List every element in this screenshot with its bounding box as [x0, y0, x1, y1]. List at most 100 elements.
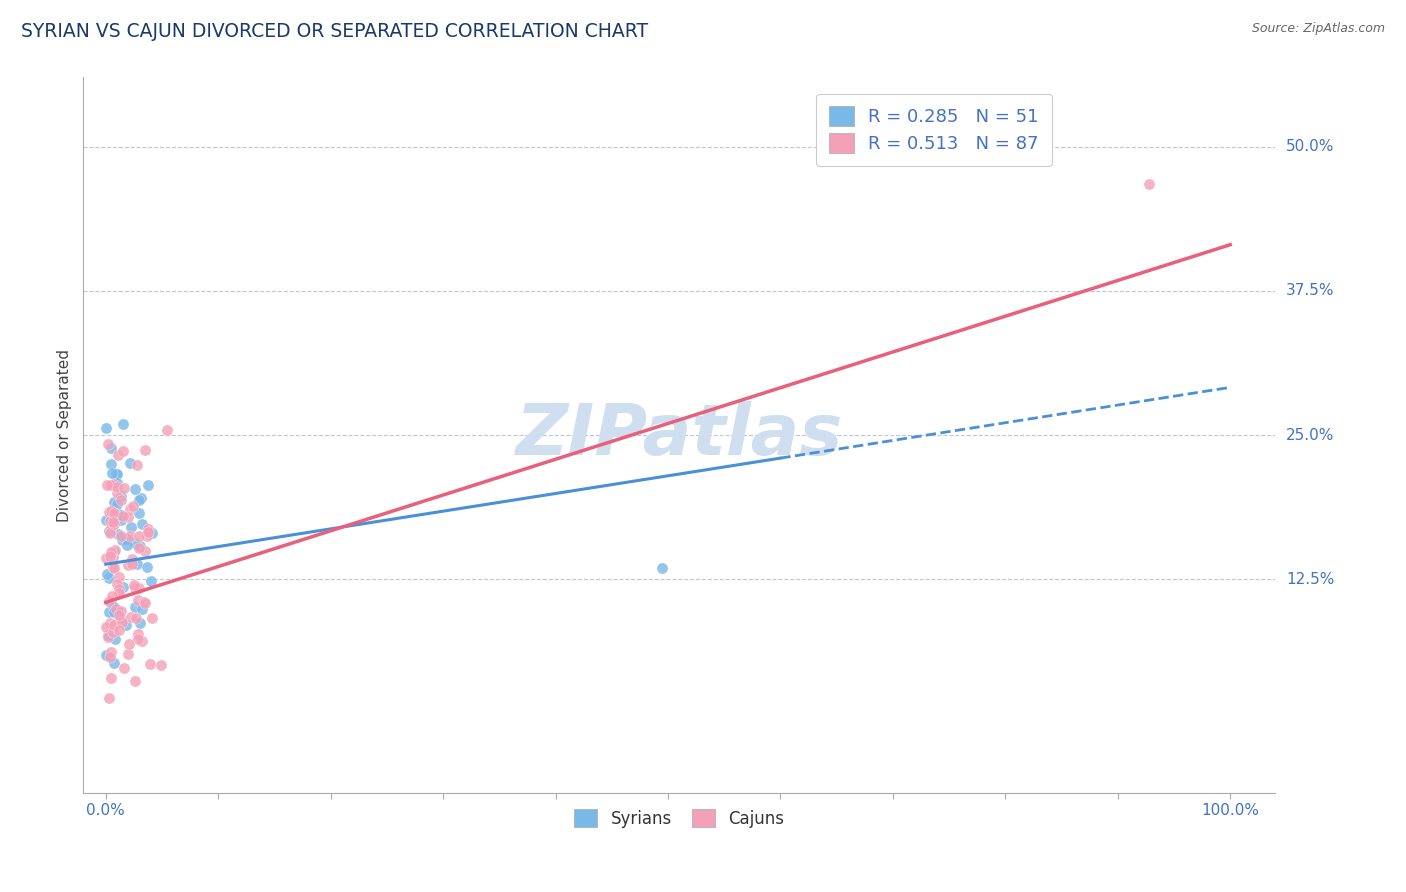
- Text: 37.5%: 37.5%: [1286, 284, 1334, 298]
- Legend: Syrians, Cajuns: Syrians, Cajuns: [567, 803, 792, 834]
- Point: [101, 625, 124, 640]
- Point: [103, 605, 125, 619]
- Point: [100, 441, 122, 455]
- Point: [98, 505, 121, 519]
- Point: [103, 506, 125, 520]
- Point: [103, 618, 125, 632]
- Point: [100, 457, 122, 471]
- Point: [98, 615, 121, 630]
- Point: [112, 481, 135, 495]
- Point: [100, 545, 122, 559]
- Point: [100, 672, 122, 686]
- Point: [96, 477, 118, 491]
- Text: ZIPatlas: ZIPatlas: [516, 401, 844, 469]
- Point: [107, 527, 129, 541]
- Point: [108, 607, 131, 622]
- Point: [100, 645, 122, 659]
- Point: [98, 525, 121, 540]
- Point: [98, 524, 121, 539]
- Point: [101, 549, 124, 564]
- Point: [103, 515, 125, 529]
- Point: [125, 557, 148, 571]
- Point: [94, 550, 117, 565]
- Point: [97, 628, 120, 642]
- Point: [128, 541, 150, 555]
- Point: [100, 596, 122, 610]
- Point: [98, 690, 121, 705]
- Point: [97, 594, 120, 608]
- Point: [128, 529, 150, 543]
- Point: [125, 611, 148, 625]
- Point: [97, 436, 120, 450]
- Point: [103, 599, 125, 614]
- Y-axis label: Divorced or Separated: Divorced or Separated: [58, 349, 72, 522]
- Point: [112, 444, 135, 458]
- Point: [117, 648, 139, 662]
- Point: [105, 497, 128, 511]
- Point: [97, 630, 120, 644]
- Point: [117, 538, 139, 552]
- Point: [105, 467, 128, 482]
- Point: [105, 476, 128, 491]
- Point: [156, 423, 179, 437]
- Point: [98, 605, 121, 619]
- Point: [103, 506, 125, 520]
- Point: [105, 602, 128, 616]
- Point: [127, 627, 149, 641]
- Point: [127, 632, 149, 647]
- Point: [120, 529, 142, 543]
- Point: [104, 542, 127, 557]
- Point: [651, 560, 673, 574]
- Point: [121, 551, 143, 566]
- Point: [100, 504, 122, 518]
- Point: [131, 634, 153, 648]
- Point: [103, 494, 125, 508]
- Point: [127, 593, 149, 607]
- Point: [129, 539, 152, 553]
- Point: [111, 508, 134, 523]
- Point: [125, 458, 148, 472]
- Point: [121, 557, 143, 571]
- Point: [135, 529, 157, 543]
- Point: [105, 577, 128, 591]
- Text: 25.0%: 25.0%: [1286, 427, 1334, 442]
- Point: [128, 492, 150, 507]
- Point: [118, 637, 141, 651]
- Point: [111, 615, 134, 629]
- Point: [103, 560, 125, 574]
- Point: [97, 571, 120, 585]
- Point: [101, 589, 124, 603]
- Point: [103, 656, 125, 670]
- Point: [117, 509, 139, 524]
- Point: [128, 581, 150, 595]
- Point: [149, 657, 172, 672]
- Text: 12.5%: 12.5%: [1286, 572, 1334, 587]
- Point: [100, 521, 122, 535]
- Text: Source: ZipAtlas.com: Source: ZipAtlas.com: [1251, 22, 1385, 36]
- Point: [122, 500, 145, 514]
- Point: [124, 673, 146, 688]
- Point: [96, 648, 118, 663]
- Point: [105, 486, 128, 500]
- Point: [120, 456, 142, 470]
- Point: [103, 517, 125, 532]
- Point: [124, 536, 146, 550]
- Point: [96, 566, 118, 581]
- Point: [135, 560, 157, 574]
- Point: [134, 442, 156, 457]
- Point: [139, 657, 162, 671]
- Point: [101, 517, 124, 532]
- Point: [110, 611, 132, 625]
- Point: [111, 533, 134, 547]
- Point: [98, 549, 121, 564]
- Point: [98, 650, 121, 665]
- Point: [101, 476, 124, 491]
- Point: [141, 574, 163, 588]
- Point: [103, 506, 125, 520]
- Point: [110, 489, 132, 503]
- Point: [108, 623, 131, 637]
- Point: [108, 570, 131, 584]
- Point: [112, 661, 135, 675]
- Point: [108, 507, 131, 521]
- Point: [105, 467, 128, 481]
